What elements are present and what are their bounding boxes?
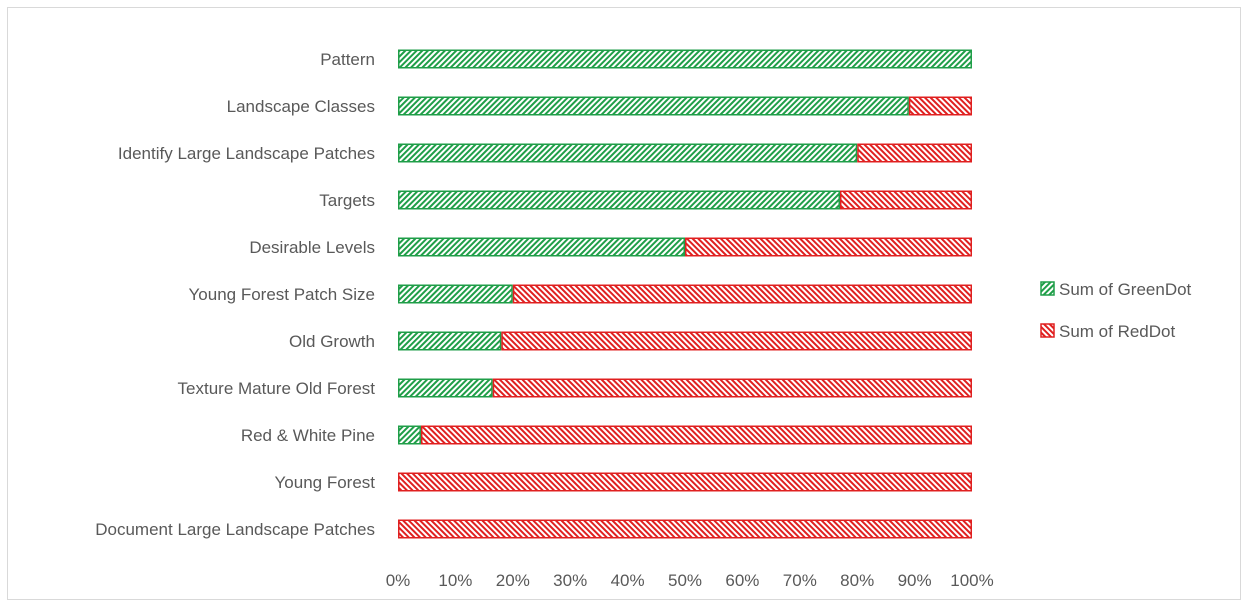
x-tick-label: 40%: [611, 571, 645, 590]
x-tick-label: 30%: [553, 571, 587, 590]
x-tick-label: 50%: [668, 571, 702, 590]
legend: Sum of GreenDot Sum of RedDot: [1040, 280, 1192, 341]
bar-segment-reddot: [685, 237, 972, 257]
bar-segment-reddot: [857, 143, 973, 163]
bar-segment-greendot: [398, 425, 421, 445]
x-tick-label: 60%: [725, 571, 759, 590]
category-label: Pattern: [320, 50, 375, 69]
x-tick-label: 70%: [783, 571, 817, 590]
category-label: Identify Large Landscape Patches: [118, 144, 375, 163]
legend-label: Sum of GreenDot: [1059, 280, 1192, 299]
bar-segment-reddot: [512, 284, 972, 304]
category-label: Young Forest Patch Size: [189, 285, 376, 304]
legend-swatch: [1040, 281, 1055, 296]
x-tick-label: 20%: [496, 571, 530, 590]
category-label: Document Large Landscape Patches: [95, 520, 375, 539]
legend-swatch: [1040, 323, 1055, 338]
bar-segment-greendot: [398, 284, 513, 304]
category-labels: Pattern Landscape Classes Identify Large L…: [95, 50, 375, 539]
plot-area: [398, 49, 973, 539]
bar-segment-reddot: [398, 472, 972, 492]
bar-segment-greendot: [398, 96, 909, 116]
x-tick-label: 80%: [840, 571, 874, 590]
chart-frame: Pattern Landscape Classes Identify Large L…: [7, 7, 1241, 600]
bar-segment-greendot: [398, 378, 493, 398]
bar-segment-greendot: [398, 331, 502, 351]
category-label: Young Forest: [275, 473, 376, 492]
bar-segment-reddot: [398, 519, 972, 539]
bar-segment-reddot: [492, 378, 972, 398]
chart-svg: Pattern Landscape Classes Identify Large L…: [95, 49, 1192, 590]
bar-segment-greendot: [398, 143, 858, 163]
bar-segment-greendot: [398, 49, 972, 69]
x-tick-label: 0%: [386, 571, 411, 590]
category-label: Texture Mature Old Forest: [178, 379, 376, 398]
bar-segment-reddot: [839, 190, 972, 210]
category-label: Old Growth: [289, 332, 375, 351]
x-axis: 0% 10% 20% 30% 40% 50% 60% 70% 80% 90% 100%: [386, 571, 994, 590]
category-label: Landscape Classes: [227, 97, 375, 116]
legend-label: Sum of RedDot: [1059, 322, 1175, 341]
bar-segment-greendot: [398, 190, 840, 210]
x-tick-label: 90%: [898, 571, 932, 590]
category-label: Red & White Pine: [241, 426, 375, 445]
bar-segment-reddot: [908, 96, 972, 116]
category-label: Targets: [319, 191, 375, 210]
bar-segment-reddot: [420, 425, 972, 445]
bar-segment-reddot: [501, 331, 972, 351]
x-tick-label: 100%: [950, 571, 993, 590]
bar-segment-greendot: [398, 237, 685, 257]
category-label: Desirable Levels: [249, 238, 375, 257]
x-tick-label: 10%: [438, 571, 472, 590]
